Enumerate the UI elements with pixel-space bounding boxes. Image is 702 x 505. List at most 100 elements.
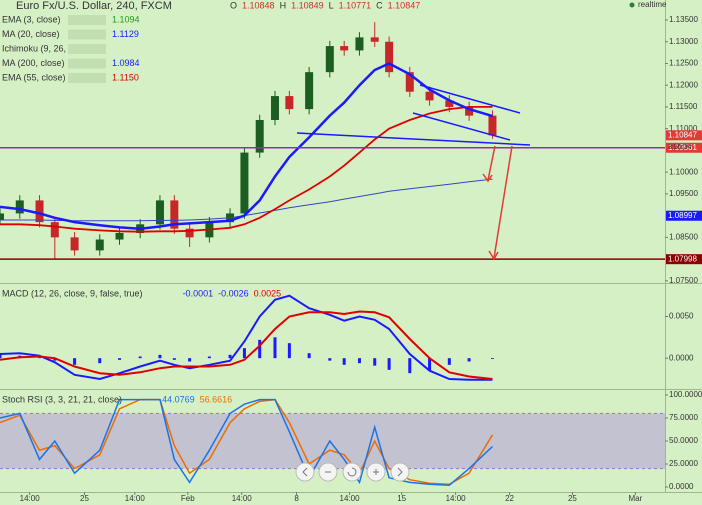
histogram-bar bbox=[118, 358, 122, 360]
y-tick-label: 1.10000 bbox=[669, 167, 698, 176]
status-dot bbox=[629, 2, 635, 8]
scroll-right-button[interactable] bbox=[390, 462, 410, 482]
y-tick-label: 1.09500 bbox=[669, 189, 698, 198]
histogram-bar bbox=[188, 358, 192, 362]
toolbar-icons bbox=[302, 467, 403, 477]
chart-title: Euro Fx/U.S. Dollar, 240, FXCM bbox=[16, 0, 172, 12]
histogram-bar bbox=[242, 348, 246, 359]
header-value: O bbox=[230, 0, 237, 10]
legend-value: 1.1129 bbox=[112, 29, 139, 39]
legend-buttons bbox=[68, 58, 106, 69]
trend-line bbox=[296, 132, 531, 146]
y-tick-label: 50.0000 bbox=[669, 436, 698, 445]
candle-body bbox=[405, 72, 414, 92]
histogram-bar bbox=[138, 356, 142, 359]
histogram-bar bbox=[387, 358, 391, 370]
x-tick-label: 14:00 bbox=[20, 494, 41, 503]
candle-body bbox=[240, 152, 249, 214]
histogram-bar bbox=[73, 358, 77, 365]
candle-body bbox=[15, 200, 24, 214]
trend-line bbox=[419, 84, 521, 114]
candle-body bbox=[465, 106, 474, 116]
candle-body bbox=[325, 46, 334, 73]
header-value: 44.0769 bbox=[162, 394, 195, 404]
band bbox=[0, 413, 665, 469]
histogram-bar bbox=[228, 354, 232, 359]
histogram-bar bbox=[258, 339, 262, 359]
candle-body bbox=[255, 119, 264, 153]
header-value: 1.10771 bbox=[339, 0, 372, 10]
y-tick-label: 0.0000 bbox=[669, 353, 694, 362]
histogram-bar bbox=[467, 358, 471, 362]
arrow bbox=[493, 145, 513, 259]
indicator-line bbox=[0, 62, 493, 230]
x-tick-label: Feb bbox=[181, 494, 195, 503]
x-tick-label: 14:00 bbox=[446, 494, 467, 503]
candle-body bbox=[170, 200, 179, 229]
x-tick-label: 14:00 bbox=[340, 494, 361, 503]
status-text: realtime bbox=[638, 0, 667, 9]
arrow-head bbox=[482, 173, 493, 183]
price-label-box bbox=[666, 142, 702, 153]
arrow bbox=[487, 145, 496, 181]
candle-body bbox=[385, 41, 394, 73]
candle-body bbox=[425, 91, 434, 101]
price-label: 1.10561 bbox=[668, 143, 697, 152]
x-tick-label: 8 bbox=[294, 494, 299, 503]
legend-buttons bbox=[68, 29, 106, 40]
histogram-bar bbox=[447, 358, 451, 365]
candle-body bbox=[50, 222, 59, 238]
histogram-bar bbox=[207, 356, 211, 359]
header-value: 1.10848 bbox=[242, 0, 275, 10]
indicator-line bbox=[0, 106, 493, 233]
y-tick-label: 0.0000 bbox=[669, 482, 694, 491]
header-value: H bbox=[280, 0, 287, 10]
legend-value: 1.1150 bbox=[112, 72, 139, 82]
y-tick-label: 1.13000 bbox=[669, 37, 698, 46]
legend-value: 1.1094 bbox=[112, 14, 140, 24]
y-tick-label: 75.0000 bbox=[669, 413, 698, 422]
x-tick-label: 15 bbox=[397, 494, 406, 503]
price-label-box bbox=[666, 130, 702, 141]
candle-body bbox=[355, 37, 364, 51]
candle-body bbox=[445, 100, 454, 107]
price-label: 1.10847 bbox=[668, 130, 697, 139]
candle-body bbox=[70, 237, 79, 251]
histogram-bar bbox=[53, 358, 57, 361]
reset-button[interactable] bbox=[342, 462, 362, 482]
candle-body bbox=[370, 37, 379, 42]
scroll-left-button[interactable] bbox=[295, 462, 315, 482]
histogram-bar bbox=[287, 343, 291, 359]
candle-body bbox=[95, 239, 104, 251]
legend-name: MA (200, close) bbox=[2, 58, 65, 68]
price-label-box bbox=[666, 254, 702, 265]
legend-name: EMA (3, close) bbox=[2, 14, 61, 24]
y-tick-label: 1.12000 bbox=[669, 80, 698, 89]
y-tick-label: 1.13500 bbox=[669, 15, 698, 24]
legend-buttons bbox=[68, 44, 106, 54]
toolbar bbox=[295, 462, 410, 482]
indicator-line bbox=[0, 310, 493, 380]
candle-body bbox=[340, 46, 349, 51]
countdown: 3:55:34 bbox=[668, 144, 691, 151]
y-tick-label: 100.0000 bbox=[669, 390, 702, 399]
histogram-bar bbox=[408, 358, 412, 374]
histogram-bar bbox=[307, 353, 311, 359]
x-tick-label: Mar bbox=[628, 494, 642, 503]
header-value: 1.10847 bbox=[388, 0, 421, 10]
legend-name: Ichimoku (9, 26, 52, 26) bbox=[2, 43, 97, 53]
candle-body bbox=[0, 213, 4, 220]
histogram-bar bbox=[273, 337, 277, 359]
y-tick-label: 1.07500 bbox=[669, 276, 698, 285]
histogram-bar bbox=[342, 358, 346, 365]
histogram-bar bbox=[0, 354, 2, 359]
legend-name: MA (20, close) bbox=[2, 29, 60, 39]
header-value: -0.0001 bbox=[183, 288, 214, 298]
candle-body bbox=[35, 200, 44, 223]
histogram-bar bbox=[373, 358, 377, 366]
header-value: L bbox=[329, 0, 334, 10]
header-value: 56.6616 bbox=[200, 394, 233, 404]
histogram-bar bbox=[172, 358, 176, 360]
